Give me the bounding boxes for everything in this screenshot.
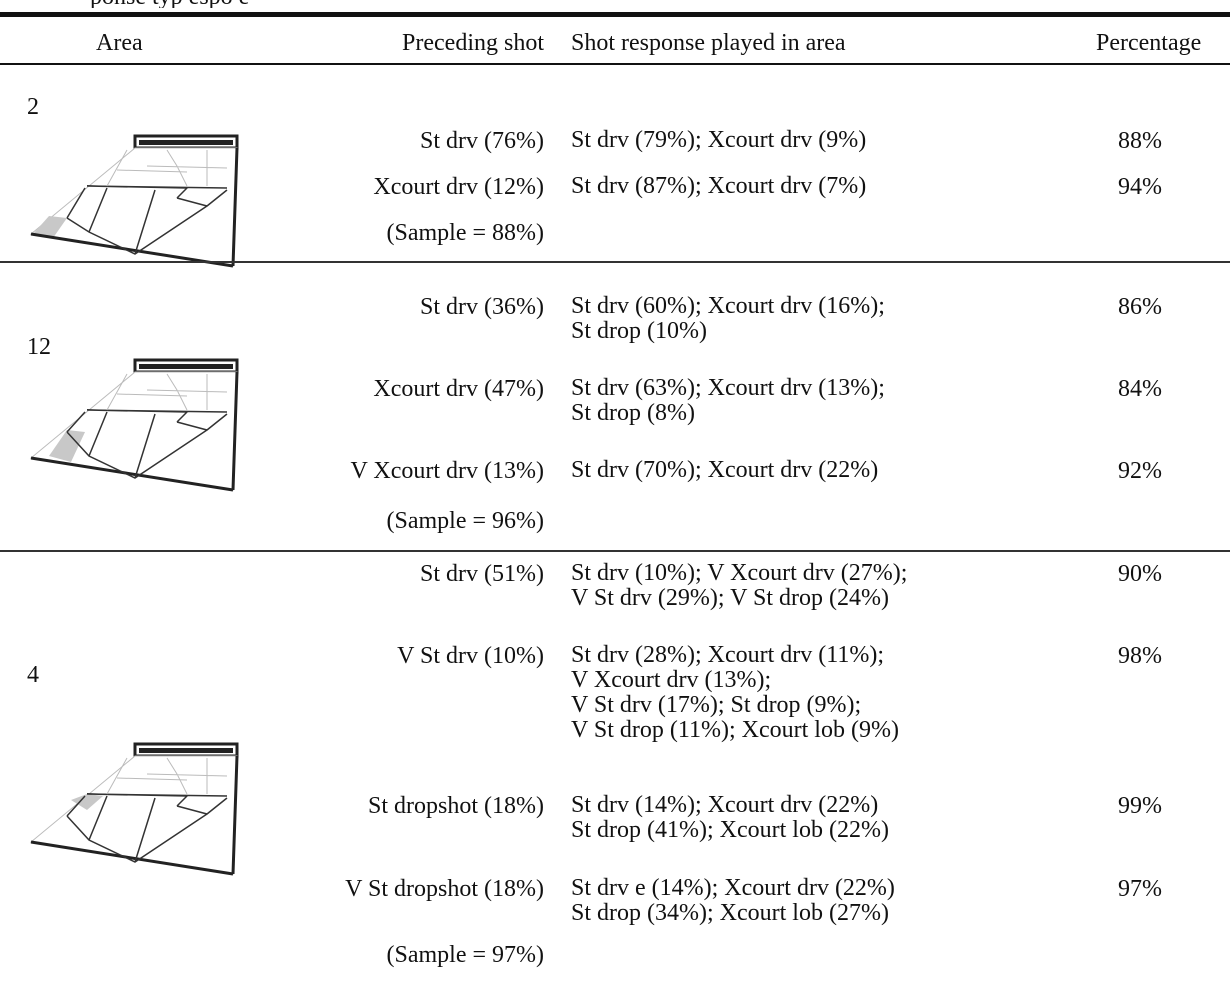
shot-response: St drv (79%); Xcourt drv (9%) (571, 128, 866, 153)
percentage: 86% (1118, 294, 1162, 321)
preceding-shot: Xcourt drv (12%) (373, 174, 544, 201)
preceding-shot: V St drv (10%) (397, 643, 544, 670)
header-area: Area (96, 30, 143, 57)
shot-response: St drv (60%); Xcourt drv (16%); St drop … (571, 294, 885, 344)
preceding-shot: St drv (51%) (420, 561, 544, 588)
percentage: 99% (1118, 793, 1162, 820)
header-preceding-shot: Preceding shot (402, 30, 544, 57)
header-rule (0, 63, 1230, 65)
header-percentage: Percentage (1096, 30, 1201, 57)
sample-size: (Sample = 97%) (387, 942, 545, 969)
percentage: 98% (1118, 643, 1162, 670)
shot-response: St drv (63%); Xcourt drv (13%); St drop … (571, 376, 885, 426)
percentage: 90% (1118, 561, 1162, 588)
percentage: 94% (1118, 174, 1162, 201)
table-caption: ponse typ espo e (0, 0, 1230, 8)
squash-court-diagram-icon (27, 350, 239, 496)
preceding-shot: Xcourt drv (47%) (373, 376, 544, 403)
area-number: 2 (27, 94, 39, 121)
shot-response: St drv (70%); Xcourt drv (22%) (571, 458, 878, 483)
header-shot-response: Shot response played in area (571, 30, 846, 57)
sample-size: (Sample = 96%) (387, 508, 545, 535)
preceding-shot: V Xcourt drv (13%) (350, 458, 544, 485)
squash-court-diagram-icon (27, 126, 239, 272)
percentage: 92% (1118, 458, 1162, 485)
squash-court-diagram-icon (27, 734, 239, 880)
area-number: 4 (27, 662, 39, 689)
preceding-shot: St drv (36%) (420, 294, 544, 321)
shot-response: St drv (28%); Xcourt drv (11%); V Xcourt… (571, 643, 899, 743)
group-divider (0, 261, 1230, 263)
shot-response: St drv (14%); Xcourt drv (22%) St drop (… (571, 793, 889, 843)
preceding-shot: St drv (76%) (420, 128, 544, 155)
percentage: 97% (1118, 876, 1162, 903)
preceding-shot: St dropshot (18%) (368, 793, 544, 820)
shot-response: St drv (87%); Xcourt drv (7%) (571, 174, 866, 199)
sample-size: (Sample = 88%) (387, 220, 545, 247)
shot-response: St drv (10%); V Xcourt drv (27%); V St d… (571, 561, 907, 611)
preceding-shot: V St dropshot (18%) (345, 876, 544, 903)
percentage: 88% (1118, 128, 1162, 155)
percentage: 84% (1118, 376, 1162, 403)
shot-response: St drv e (14%); Xcourt drv (22%) St drop… (571, 876, 895, 926)
group-divider (0, 550, 1230, 552)
top-rule (0, 12, 1230, 17)
